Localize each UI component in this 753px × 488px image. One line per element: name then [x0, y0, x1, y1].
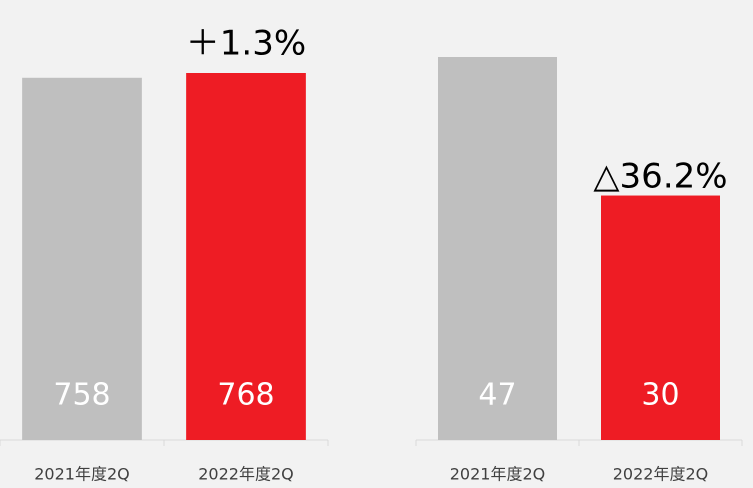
bar-value-label: 47 [478, 378, 516, 413]
x-tick-label: 2021年度2Q [450, 465, 546, 484]
bar [22, 77, 142, 440]
x-tick-label: 2021年度2Q [34, 465, 130, 484]
change-annotation: △36.2% [593, 157, 727, 197]
change-annotation: ＋1.3% [186, 24, 306, 64]
bar [601, 195, 720, 440]
bar-value-label: 768 [217, 378, 274, 413]
x-tick-label: 2022年度2Q [198, 465, 294, 484]
bar [438, 57, 557, 440]
bar-value-label: 30 [641, 378, 679, 413]
x-tick-label: 2022年度2Q [613, 465, 709, 484]
bar [186, 73, 306, 440]
bar-value-label: 758 [53, 378, 110, 413]
